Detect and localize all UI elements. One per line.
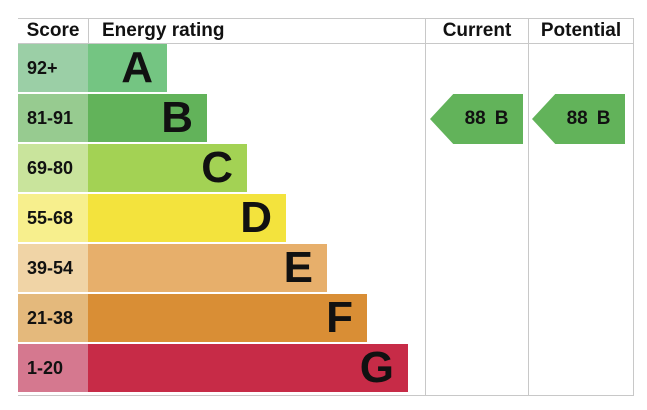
potential-rating-band: B [596, 108, 611, 129]
current-column-header: Current [442, 20, 512, 41]
current-column-divider [425, 18, 426, 396]
header-bottom-border [18, 43, 633, 44]
rating-bar-c: C [88, 144, 247, 192]
current-rating-arrow: 88 B [430, 94, 523, 144]
energy-rating-column-header: Energy rating [102, 20, 225, 41]
table-top-border [18, 18, 633, 19]
score-range-e: 39-54 [18, 244, 88, 292]
rating-bar-e: E [88, 244, 327, 292]
potential-rating-value: 88 [566, 108, 588, 129]
band-letter-g: G [359, 343, 394, 392]
score-column-divider [88, 18, 89, 43]
band-letter-f: F [326, 293, 353, 342]
current-rating-value: 88 [464, 108, 486, 129]
rating-bar-g: G [88, 344, 408, 392]
band-letter-a: A [121, 43, 153, 92]
current-rating-band: B [494, 108, 509, 129]
potential-rating-arrow: 88 B [532, 94, 625, 144]
score-range-c: 69-80 [18, 144, 88, 192]
band-letter-b: B [161, 93, 193, 142]
score-range-d: 55-68 [18, 194, 88, 242]
band-letter-d: D [240, 193, 272, 242]
score-range-a: 92+ [18, 44, 88, 92]
rating-bar-b: B [88, 94, 207, 142]
score-column-header: Score [26, 20, 80, 41]
rating-bar-a: A [88, 44, 167, 92]
table-right-border [633, 18, 634, 396]
score-range-f: 21-38 [18, 294, 88, 342]
band-letter-e: E [283, 243, 313, 292]
potential-column-header: Potential [540, 20, 622, 41]
rating-bar-d: D [88, 194, 286, 242]
score-range-g: 1-20 [18, 344, 88, 392]
score-range-b: 81-91 [18, 94, 88, 142]
table-bottom-border [18, 395, 633, 396]
rating-bar-f: F [88, 294, 367, 342]
potential-column-divider [528, 18, 529, 396]
band-letter-c: C [201, 143, 233, 192]
